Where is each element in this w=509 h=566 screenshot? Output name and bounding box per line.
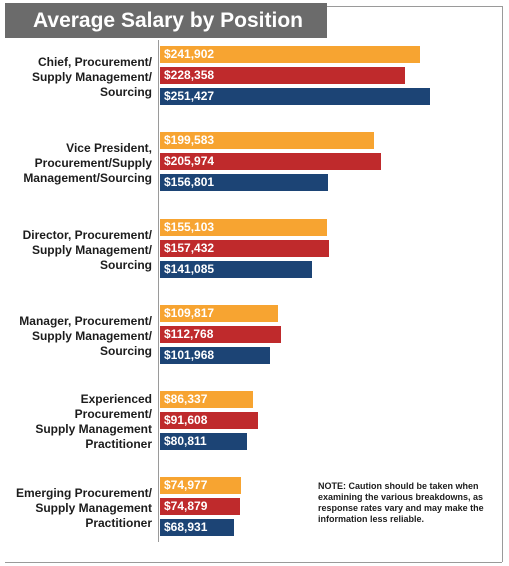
category-label: Emerging Procurement/ Supply Management … bbox=[15, 485, 152, 530]
bar: $251,427 bbox=[160, 88, 430, 105]
bar-value-label: $156,801 bbox=[164, 175, 215, 189]
bar: $155,103 bbox=[160, 219, 327, 236]
bar: $86,337 bbox=[160, 391, 253, 408]
category-label: Vice President, Procurement/Supply Manag… bbox=[23, 140, 152, 185]
bar-value-label: $91,608 bbox=[164, 413, 208, 427]
bar: $74,977 bbox=[160, 477, 241, 494]
bar-value-label: $205,974 bbox=[164, 154, 215, 168]
bar-value-label: $74,977 bbox=[164, 478, 208, 492]
bar: $199,583 bbox=[160, 132, 374, 149]
bar: $91,608 bbox=[160, 412, 258, 429]
bar: $228,358 bbox=[160, 67, 405, 84]
bar-value-label: $155,103 bbox=[164, 220, 215, 234]
category-label: Manager, Procurement/ Supply Management/… bbox=[19, 313, 152, 358]
category-label: Director, Procurement/ Supply Management… bbox=[22, 227, 152, 272]
caution-note: NOTE: Caution should be taken when exami… bbox=[318, 481, 484, 524]
bar-value-label: $86,337 bbox=[164, 392, 208, 406]
bar-value-label: $251,427 bbox=[164, 89, 215, 103]
category-axis-line bbox=[158, 40, 159, 542]
bar: $112,768 bbox=[160, 326, 281, 343]
bar: $157,432 bbox=[160, 240, 329, 257]
category-label: Experienced Procurement/ Supply Manageme… bbox=[35, 392, 152, 451]
bar: $80,811 bbox=[160, 433, 247, 450]
bar: $205,974 bbox=[160, 153, 381, 170]
frame-bottom-border bbox=[5, 562, 502, 563]
category-label: Chief, Procurement/ Supply Management/ S… bbox=[31, 54, 152, 99]
bar-value-label: $109,817 bbox=[164, 306, 215, 320]
chart-title: Average Salary by Position bbox=[5, 3, 327, 38]
bar-value-label: $112,768 bbox=[164, 327, 214, 341]
bar-value-label: $74,879 bbox=[164, 499, 208, 513]
frame-right-border bbox=[502, 6, 503, 562]
bar-value-label: $228,358 bbox=[164, 68, 215, 82]
bar-value-label: $101,968 bbox=[164, 348, 215, 362]
bar-value-label: $68,931 bbox=[164, 520, 208, 534]
bar-value-label: $141,085 bbox=[164, 262, 215, 276]
bar: $156,801 bbox=[160, 174, 328, 191]
bar: $141,085 bbox=[160, 261, 312, 278]
bar-value-label: $80,811 bbox=[164, 434, 207, 448]
bar: $68,931 bbox=[160, 519, 234, 536]
bar: $101,968 bbox=[160, 347, 270, 364]
bar-value-label: $241,902 bbox=[164, 47, 215, 61]
bar: $109,817 bbox=[160, 305, 278, 322]
bar-value-label: $157,432 bbox=[164, 241, 215, 255]
bar-value-label: $199,583 bbox=[164, 133, 215, 147]
bar: $74,879 bbox=[160, 498, 240, 515]
frame-top-border bbox=[327, 6, 502, 7]
bar: $241,902 bbox=[160, 46, 420, 63]
